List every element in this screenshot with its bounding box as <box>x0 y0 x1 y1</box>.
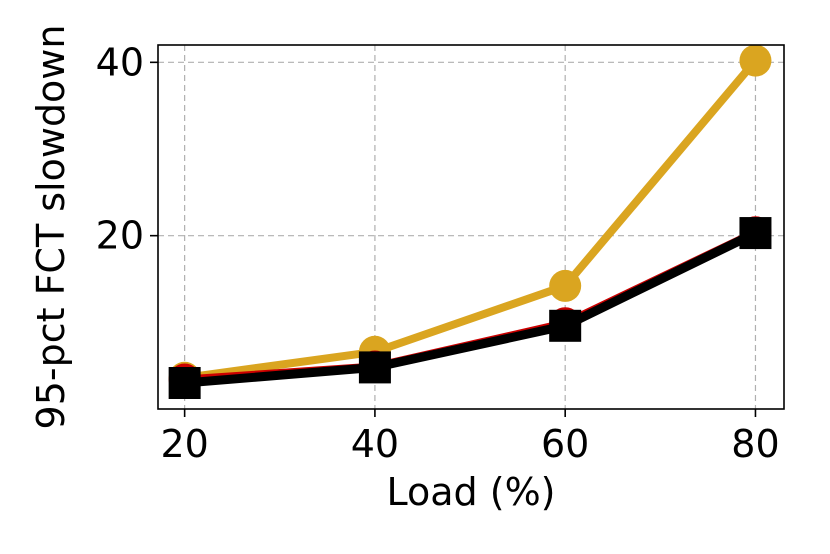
series-line <box>180 228 760 384</box>
y-tick-label: 40 <box>96 40 144 84</box>
x-axis-title: Load (%) <box>387 470 556 514</box>
data-point <box>549 269 582 302</box>
series-line <box>180 228 760 388</box>
data-point <box>549 309 582 342</box>
series-3 <box>168 217 772 399</box>
y-axis-title: 95-pct FCT slowdown <box>29 25 73 430</box>
grid-lines <box>158 45 784 409</box>
data-point <box>168 367 201 399</box>
tick-marks <box>150 61 757 417</box>
series-line <box>180 56 760 382</box>
x-tick-labels: 20 40 60 80 <box>160 422 779 466</box>
x-tick-label: 80 <box>731 422 779 466</box>
x-tick-label: 40 <box>351 422 399 466</box>
x-tick-label: 60 <box>541 422 589 466</box>
y-tick-label: 20 <box>96 214 144 258</box>
data-point <box>358 351 391 384</box>
x-tick-label: 20 <box>160 422 208 466</box>
data-point <box>739 217 772 250</box>
data-point <box>739 44 772 77</box>
series-layer <box>168 44 772 399</box>
plot-frame <box>157 44 785 410</box>
